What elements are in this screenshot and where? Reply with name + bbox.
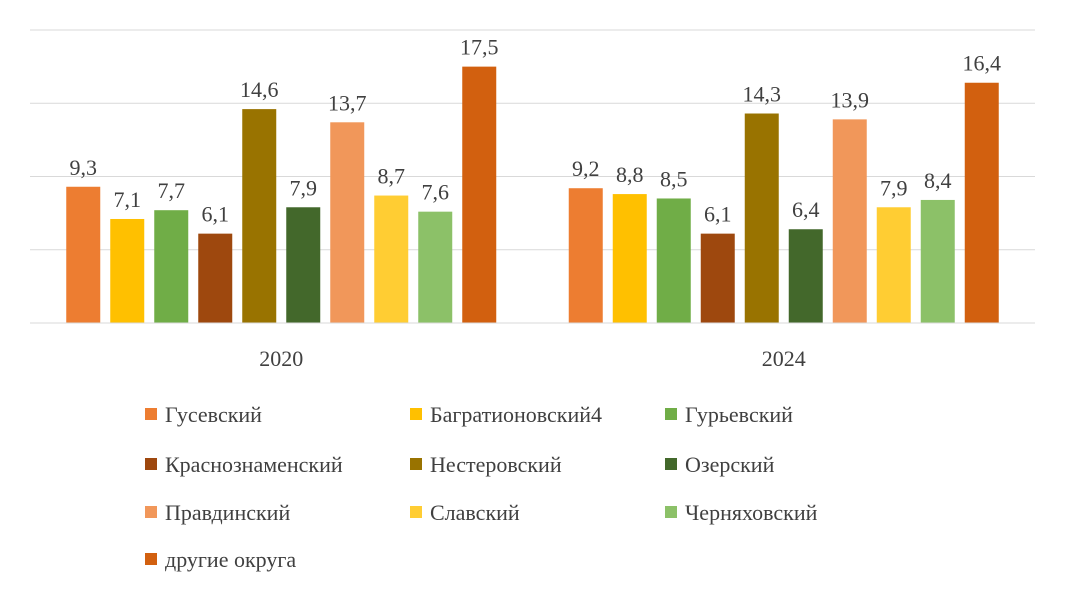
bar [788, 229, 823, 323]
data-label: 13,7 [328, 90, 367, 115]
legend-label: Нестеровский [430, 452, 562, 477]
gridlines [30, 29, 1035, 251]
data-label: 9,2 [572, 156, 600, 181]
legend-label: Гусевский [165, 402, 262, 427]
bar [154, 210, 189, 323]
data-label: 17,5 [460, 35, 499, 60]
bar [568, 188, 603, 323]
bar [110, 218, 145, 323]
data-labels: 9,3 7,1 7,7 6,1 14,6 7,9 13,7 8,7 7,6 17,5 9,2 8,8 8… [70, 35, 1002, 227]
legend-swatch [665, 458, 677, 470]
data-label: 9,3 [70, 155, 98, 180]
bar [876, 207, 911, 323]
data-label: 7,9 [880, 175, 908, 200]
bar [832, 119, 867, 324]
legend-label: Озерский [685, 452, 775, 477]
legend-swatch [410, 506, 422, 518]
bar [462, 66, 497, 323]
legend-label: другие округа [165, 547, 296, 572]
legend-swatch [410, 408, 422, 420]
legend-label: Багратионовский4 [430, 402, 602, 427]
legend-swatch [665, 506, 677, 518]
data-label: 8,5 [660, 166, 688, 191]
data-label: 8,8 [616, 162, 644, 187]
x-tick-label: 2024 [762, 346, 806, 371]
bar [374, 195, 409, 323]
x-tick-label: 2020 [259, 346, 303, 371]
data-label: 8,7 [378, 164, 406, 189]
data-label: 7,7 [158, 178, 186, 203]
data-label: 7,9 [290, 175, 318, 200]
bar [198, 233, 233, 323]
legend-swatch [145, 506, 157, 518]
bar [286, 207, 321, 323]
data-label: 8,4 [924, 168, 952, 193]
bar [700, 233, 735, 323]
legend: Гусевский Багратионовский4 Гурьевский Красн… [145, 402, 818, 572]
data-label: 14,3 [743, 82, 782, 107]
legend-swatch [145, 553, 157, 565]
x-axis: 2020 2024 [30, 322, 1035, 371]
legend-label: Гурьевский [685, 402, 793, 427]
data-label: 7,6 [422, 180, 450, 205]
data-label: 14,6 [240, 77, 279, 102]
data-label: 6,1 [202, 202, 230, 227]
legend-swatch [145, 458, 157, 470]
data-label: 6,1 [704, 202, 732, 227]
bar [242, 109, 277, 323]
legend-label: Правдинский [165, 500, 290, 525]
data-label: 7,1 [114, 187, 142, 212]
data-label: 16,4 [963, 51, 1002, 76]
data-label: 6,4 [792, 197, 820, 222]
bar [612, 194, 647, 323]
data-label: 13,9 [831, 87, 870, 112]
legend-swatch [410, 458, 422, 470]
bar [66, 186, 101, 323]
bar [418, 211, 453, 323]
legend-label: Славский [430, 500, 520, 525]
bar [656, 198, 691, 323]
bar [744, 113, 779, 323]
bar [964, 82, 999, 324]
legend-swatch [145, 408, 157, 420]
legend-label: Краснознаменский [165, 452, 343, 477]
bars [66, 66, 999, 324]
bar [330, 122, 365, 323]
bar [920, 199, 955, 323]
legend-label: Черняховский [685, 500, 818, 525]
legend-swatch [665, 408, 677, 420]
